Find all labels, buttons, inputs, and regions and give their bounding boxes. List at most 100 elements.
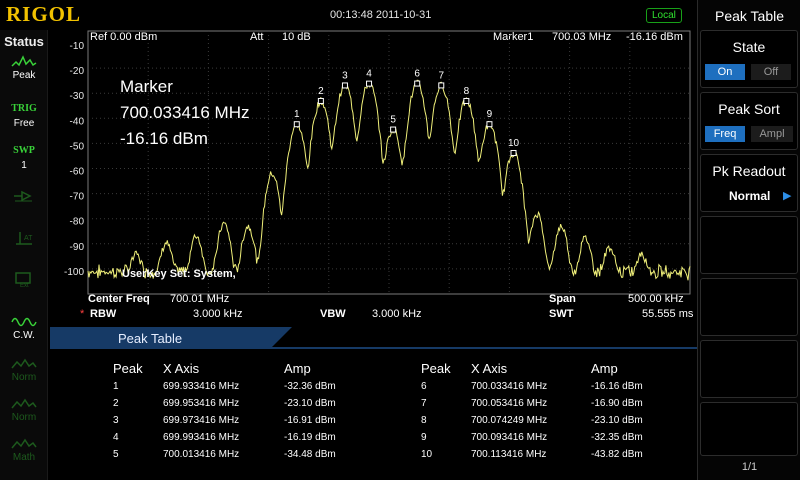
ref-level: Ref 0.00 dBm [90, 31, 158, 43]
math-icon [11, 438, 37, 449]
table-cell-peak: 2 [113, 398, 119, 409]
pk-readout-label: Pk Readout [712, 163, 786, 179]
status-norm-1[interactable]: Norm [4, 356, 44, 394]
table-cell-peak: 9 [421, 432, 427, 443]
swt-value: 55.555 ms [642, 308, 694, 320]
center-freq-label: Center Freq [88, 293, 150, 305]
table-cell-amp: -32.35 dBm [591, 432, 643, 443]
marker-name: Marker1 [493, 31, 534, 43]
table-cell-amp: -43.82 dBm [591, 449, 643, 460]
norm-icon [11, 398, 37, 409]
table-cell-peak: 3 [113, 415, 119, 426]
peak-table-tab[interactable]: Peak Table [50, 327, 270, 349]
display-footer: Center Freq 700.01 MHz Span 500.00 kHz *… [80, 292, 694, 324]
status-cw-label: C.W. [13, 330, 35, 341]
table-cell-peak: 8 [421, 415, 427, 426]
table-cell-x: 700.033416 MHz [471, 381, 548, 392]
status-ext[interactable]: Ext [4, 270, 44, 308]
pt-col-peak-right: Peak [421, 361, 451, 376]
sweep-icon: SWP [13, 145, 35, 156]
pt-col-amp-left: Amp [284, 361, 311, 376]
table-cell-amp: -16.91 dBm [284, 415, 336, 426]
status-norm-label: Norm [11, 412, 37, 423]
rbw-asterisk-icon: * [80, 308, 85, 320]
cw-wave-icon [11, 317, 37, 327]
table-cell-x: 699.973416 MHz [163, 415, 240, 426]
empty-softkey-7[interactable] [700, 402, 798, 456]
peak-sort-label: Peak Sort [718, 101, 780, 117]
att-label: Att [250, 31, 264, 43]
vbw-value: 3.000 kHz [372, 308, 422, 320]
table-cell-peak: 7 [421, 398, 427, 409]
sort-freq-option[interactable]: Freq [705, 126, 745, 142]
brand-logo: RIGOL [6, 2, 82, 26]
status-sweep[interactable]: SWP 1 [4, 142, 44, 180]
status-norm-2[interactable]: Norm [4, 396, 44, 434]
local-badge[interactable]: Local [646, 8, 682, 23]
span-label: Span [549, 293, 576, 305]
status-peak-label: Peak [12, 70, 36, 81]
peak-table-panel: Peak Table Peak X Axis Amp Peak X Axis A… [50, 325, 697, 480]
table-cell-peak: 10 [421, 449, 433, 460]
arrow-icon [14, 190, 32, 202]
peak-table-tab-label: Peak Table [118, 331, 183, 346]
status-trig[interactable]: TRIG Free [4, 100, 44, 138]
trig-icon: TRIG [11, 103, 37, 114]
empty-softkey-4[interactable] [700, 216, 798, 274]
menu-page-indicator: 1/1 [741, 461, 758, 473]
status-math[interactable]: Math [4, 436, 44, 474]
status-ref[interactable]: AT [4, 230, 44, 268]
table-cell-x: 699.933416 MHz [163, 381, 240, 392]
status-peak[interactable]: Peak [4, 54, 44, 92]
state-on-option[interactable]: On [705, 64, 745, 80]
marker-readout-freq: 700.033416 MHz [120, 103, 250, 122]
submenu-arrow-icon: ▶ [783, 190, 792, 202]
ext-icon: Ext [15, 272, 31, 288]
pt-col-x-right: X Axis [471, 361, 508, 376]
empty-softkey-5[interactable] [700, 278, 798, 336]
pt-col-peak-left: Peak [113, 361, 143, 376]
span-value: 500.00 kHz [628, 293, 684, 305]
norm-icon [11, 358, 37, 369]
menu-title: Peak Table [714, 8, 784, 24]
display-header: Ref 0.00 dBm Att 10 dB Marker1 700.03 MH… [88, 31, 690, 44]
peak-wave-icon [11, 55, 37, 67]
table-cell-peak: 4 [113, 432, 119, 443]
pt-col-x-left: X Axis [163, 361, 200, 376]
marker-readout-title: Marker [120, 77, 173, 96]
status-panel: Status Peak TRIG Free SWP 1 AT Ext C.W. … [0, 30, 48, 480]
status-sweep-label: 1 [21, 160, 27, 171]
table-cell-peak: 1 [113, 381, 119, 392]
swt-label: SWT [549, 308, 574, 320]
rbw-value: 3.000 kHz [193, 308, 243, 320]
status-math-label: Math [12, 452, 36, 463]
status-norm-label: Norm [11, 372, 37, 383]
peak-table-divider [270, 347, 697, 349]
status-arrow[interactable] [4, 188, 44, 226]
table-cell-x: 700.074249 MHz [471, 415, 548, 426]
table-cell-x: 700.053416 MHz [471, 398, 548, 409]
table-cell-peak: 6 [421, 381, 427, 392]
att-value: 10 dB [282, 31, 311, 43]
empty-softkey-6[interactable] [700, 340, 798, 398]
table-cell-amp: -23.10 dBm [591, 415, 643, 426]
ref-icon: AT [16, 232, 33, 245]
status-cw[interactable]: C.W. [4, 314, 44, 352]
top-bar: RIGOL 00:13:48 2011-10-31 Local [0, 0, 697, 30]
svg-text:AT: AT [24, 235, 33, 242]
table-cell-amp: -16.19 dBm [284, 432, 336, 443]
marker-amp: -16.16 dBm [626, 31, 683, 43]
state-off-option[interactable]: Off [751, 64, 791, 80]
table-cell-amp: -16.90 dBm [591, 398, 643, 409]
pk-readout-softkey[interactable]: Pk Readout Normal ▶ [700, 154, 798, 212]
state-softkey[interactable]: State On Off [700, 30, 798, 88]
date-time: 00:13:48 2011-10-31 [330, 9, 432, 21]
status-trig-label: Free [13, 118, 35, 129]
table-cell-x: 700.093416 MHz [471, 432, 548, 443]
marker-readout: Marker 700.033416 MHz -16.16 dBm [120, 74, 249, 152]
svg-text:Ext: Ext [20, 283, 29, 288]
softkey-menu: Peak Table State On Off Peak Sort Freq A… [697, 0, 800, 480]
table-cell-x: 699.953416 MHz [163, 398, 240, 409]
sort-ampl-option[interactable]: Ampl [751, 126, 793, 142]
peak-sort-softkey[interactable]: Peak Sort Freq Ampl [700, 92, 798, 150]
